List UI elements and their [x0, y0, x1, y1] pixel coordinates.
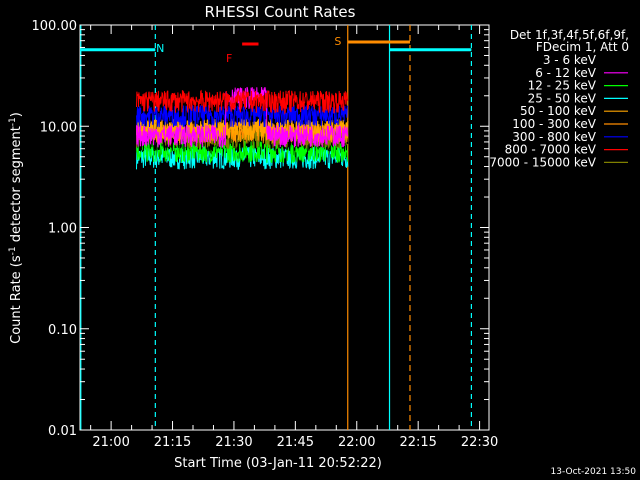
legend-label: 50 - 100 keV: [520, 104, 597, 118]
legend-label: 800 - 7000 keV: [505, 143, 597, 157]
legend-label: 100 - 300 keV: [512, 117, 596, 131]
annotation: F: [226, 52, 232, 65]
annotation: N: [156, 42, 164, 55]
x-tick-label: 21:30: [215, 435, 252, 450]
x-axis: 21:00 21:15 21:30 21:45 22:00 22:15 22:30: [90, 25, 498, 450]
legend-label: 25 - 50 keV: [528, 91, 597, 105]
legend-header-line1: Det 1f,3f,4f,5f,6f,9f,: [510, 28, 629, 42]
y-axis-label-sup: -1: [8, 246, 18, 255]
legend-label: 300 - 800 keV: [512, 130, 596, 144]
legend-label: 6 - 12 keV: [535, 66, 597, 80]
y-tick-label: 1.00: [48, 222, 77, 237]
annotation: S: [334, 35, 341, 48]
x-tick-label: 22:15: [399, 435, 436, 450]
x-tick-label: 21:45: [277, 435, 314, 450]
legend-label: 12 - 25 keV: [528, 79, 597, 93]
chart-title: RHESSI Count Rates: [205, 3, 356, 21]
y-tick-label: 10.00: [40, 120, 77, 135]
y-axis-label-sup2: -1: [8, 117, 18, 126]
plot-area: N F S: [79, 24, 490, 431]
y-tick-label: 0.01: [48, 424, 77, 439]
x-tick-label: 22:00: [338, 435, 375, 450]
x-tick-label: 21:15: [154, 435, 191, 450]
y-tick-label: 0.10: [48, 323, 77, 338]
x-tick-label: 21:00: [92, 435, 129, 450]
y-tick-label: 100.00: [32, 19, 78, 34]
legend-header-line2: FDecim 1, Att 0: [536, 40, 629, 54]
legend-label: 3 - 6 keV: [543, 53, 597, 67]
legend: Det 1f,3f,4f,5f,6f,9f, FDecim 1, Att 0 3…: [489, 28, 629, 169]
series-line: [136, 89, 349, 115]
y-axis-label-main: Count Rate (s: [9, 255, 24, 344]
footer-timestamp: 13-Oct-2021 13:50: [551, 467, 637, 477]
y-axis-label: Count Rate (s-1 detector segment-1): [8, 112, 24, 344]
legend-label: 7000 - 15000 keV: [489, 155, 596, 169]
x-tick-label: 22:30: [461, 435, 498, 450]
y-axis-label-rest: detector segment: [9, 126, 24, 246]
x-axis-label: Start Time (03-Jan-11 20:52:22): [174, 456, 382, 471]
y-axis: 100.00 10.00 1.00 0.10 0.01: [32, 19, 489, 439]
y-axis-label-end: ): [9, 112, 24, 117]
